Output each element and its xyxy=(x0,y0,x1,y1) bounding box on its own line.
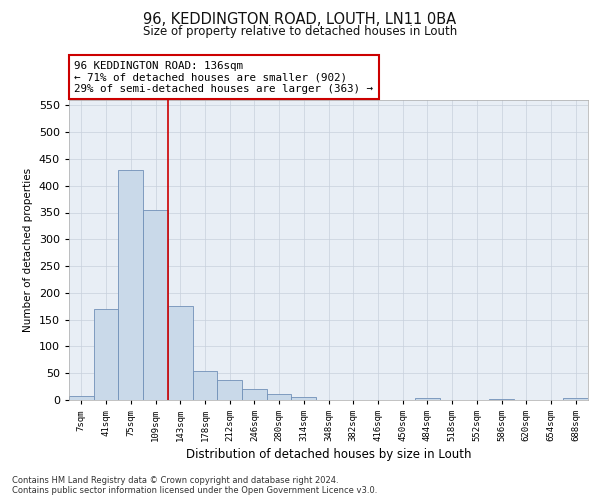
Text: Size of property relative to detached houses in Louth: Size of property relative to detached ho… xyxy=(143,25,457,38)
Bar xyxy=(292,398,316,400)
Bar xyxy=(489,399,514,400)
Bar xyxy=(563,398,588,400)
Text: Contains HM Land Registry data © Crown copyright and database right 2024.
Contai: Contains HM Land Registry data © Crown c… xyxy=(12,476,377,495)
Y-axis label: Number of detached properties: Number of detached properties xyxy=(23,168,33,332)
Bar xyxy=(193,370,217,400)
Text: 96, KEDDINGTON ROAD, LOUTH, LN11 0BA: 96, KEDDINGTON ROAD, LOUTH, LN11 0BA xyxy=(143,12,457,28)
Bar xyxy=(267,394,292,400)
Text: 96 KEDDINGTON ROAD: 136sqm
← 71% of detached houses are smaller (902)
29% of sem: 96 KEDDINGTON ROAD: 136sqm ← 71% of deta… xyxy=(74,61,373,94)
Bar xyxy=(69,396,94,400)
Bar xyxy=(168,306,193,400)
X-axis label: Distribution of detached houses by size in Louth: Distribution of detached houses by size … xyxy=(186,448,471,461)
Bar xyxy=(143,210,168,400)
Bar xyxy=(94,309,118,400)
Bar xyxy=(415,398,440,400)
Bar xyxy=(217,380,242,400)
Bar xyxy=(242,390,267,400)
Bar xyxy=(118,170,143,400)
